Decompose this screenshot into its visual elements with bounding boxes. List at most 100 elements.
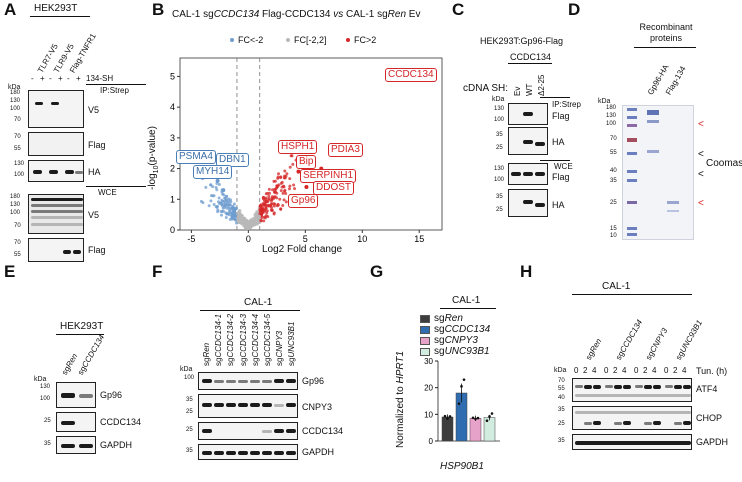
arrow-red-icon: < (698, 198, 704, 209)
legend-swatch-up (346, 38, 350, 42)
panel-h-lane-label: sgCNPY3 (644, 326, 670, 362)
legend-down: FC<-2 (238, 35, 264, 45)
volcano-point (233, 213, 237, 217)
volcano-point (272, 211, 276, 215)
panel-e-blot-label-ccdc134: CCDC134 (100, 417, 142, 427)
volcano-point (283, 169, 287, 173)
volcano-point (264, 192, 268, 196)
mw-label: 180 (10, 194, 21, 200)
volcano-point (270, 202, 274, 206)
volcano-point (228, 203, 232, 207)
panel-a-ip-ha-blot (28, 160, 84, 182)
panel-f-blot-label-cnpy3: CNPY3 (302, 402, 333, 412)
arrow-black-icon: < (698, 169, 704, 180)
volcano-point (285, 172, 289, 176)
volcano-point (253, 218, 257, 222)
volcano-point (212, 202, 216, 206)
volcano-point (287, 187, 291, 191)
volcano-point (279, 207, 283, 211)
panel-f-gapdh-blot (198, 444, 298, 460)
x-tick-label: 15 (414, 234, 424, 244)
panel-c-lane-wt: WT (525, 83, 534, 96)
legend-swatch (420, 348, 430, 356)
volcano-point (236, 219, 240, 223)
volcano-point (284, 200, 288, 204)
volcano-point (250, 219, 254, 223)
volcano-point (267, 187, 271, 191)
volcano-point (282, 185, 286, 189)
volcano-point (216, 210, 220, 214)
volcano-point (288, 177, 292, 181)
panel-c-blot-label-flag-ip: Flag (552, 111, 570, 121)
panel-c-ip-ha-blot (508, 127, 548, 155)
panel-g-cell-line: CAL-1 (452, 295, 481, 306)
mw-label: 55 (14, 252, 21, 258)
volcano-point (265, 211, 269, 215)
mw-label: 130 (494, 166, 505, 172)
volcano-point (227, 197, 231, 201)
y-tick-label: 4 (170, 102, 175, 112)
panel-e-gapdh-blot (56, 436, 96, 454)
label-psma4: PSMA4 (176, 150, 216, 164)
panel-a-wce-label: WCE (98, 188, 117, 197)
mw-label: 25 (496, 145, 503, 151)
panel-a-kda: kDa (8, 84, 21, 91)
panel-c-blot-label-ha-wce: HA (552, 200, 565, 210)
panel-a-blot-label-v5-wce: V5 (88, 210, 100, 220)
panel-e-cell-line: HEK293T (60, 321, 104, 332)
panel-label-b: B (152, 0, 165, 19)
volcano-point (209, 199, 213, 203)
panel-f-gp96-blot (198, 372, 298, 390)
mw-label: 180 (606, 105, 617, 111)
mw-label: 40 (558, 395, 565, 401)
mw-label: 100 (10, 210, 21, 216)
mw-label: 100 (494, 117, 505, 123)
volcano-point (264, 197, 268, 201)
bar (441, 416, 454, 442)
volcano-point (282, 198, 286, 202)
volcano-point (280, 180, 284, 184)
volcano-point (255, 210, 259, 214)
bar (483, 417, 496, 442)
volcano-point (259, 210, 263, 214)
legend-swatch-down (230, 38, 234, 42)
volcano-point (236, 212, 240, 216)
panel-h-kda: kDa (554, 367, 567, 374)
label-hsph1: HSPH1 (278, 140, 318, 154)
volcano-point (219, 213, 223, 217)
volcano-point (244, 223, 248, 227)
volcano-point (224, 195, 228, 199)
volcano-point (281, 203, 285, 207)
panel-h-tun-value: 4 (652, 366, 657, 375)
volcano-point (283, 174, 287, 178)
panel-a-blot-label-v5-ip: V5 (88, 105, 100, 115)
volcano-point (248, 220, 252, 224)
y-tick-label: 1 (170, 194, 175, 204)
data-point (476, 416, 480, 420)
mw-label: 55 (610, 150, 617, 156)
panel-f-kda: kDa (180, 366, 193, 373)
panel-h-tun-value: 0 (604, 366, 609, 375)
volcano-point (275, 191, 279, 195)
panel-h-lane-label: sgUNC93B1 (674, 318, 705, 362)
panel-e-kda: kDa (34, 376, 47, 383)
volcano-xlabel: Log2 Fold change (262, 244, 343, 255)
volcano-point (267, 194, 271, 198)
y-tick-label: 2 (170, 164, 175, 174)
volcano-point (211, 185, 215, 189)
volcano-point (207, 204, 211, 208)
mw-label: 35 (44, 441, 51, 447)
legend-swatch (420, 326, 430, 334)
panel-h-lane-label: sgCCDC134 (614, 318, 645, 362)
bar (469, 418, 482, 442)
label-ddost: DDOST (313, 181, 354, 195)
coomassie-gel (622, 105, 694, 240)
panel-a-lane-tnfr1: Flag-TNFR1 (68, 31, 98, 75)
volcano-point (248, 225, 252, 229)
y-tick-label: 0 (170, 225, 175, 235)
volcano-point (242, 221, 246, 225)
mw-label: 100 (14, 172, 25, 178)
volcano-point (257, 214, 261, 218)
label-ccdc134: CCDC134 (385, 68, 437, 82)
panel-a-sign-1: - (31, 74, 34, 83)
